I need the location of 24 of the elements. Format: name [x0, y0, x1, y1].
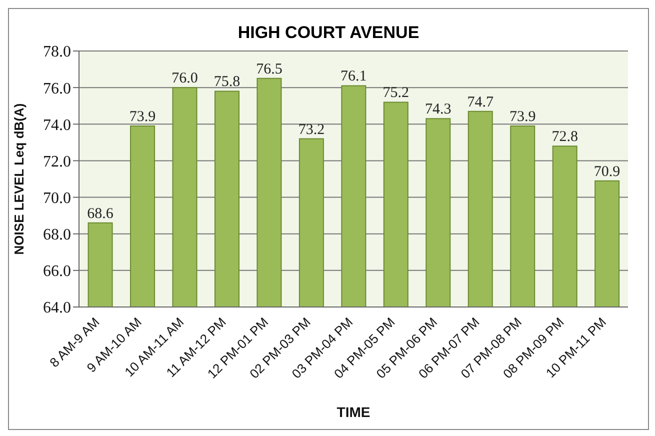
data-label: 68.6 [87, 206, 114, 222]
y-tick-label: 76.0 [43, 80, 71, 98]
data-label: 74.3 [425, 102, 452, 118]
data-label: 73.9 [509, 108, 536, 125]
data-label: 73.9 [129, 108, 156, 125]
y-axis-title: NOISE LEVEL Leq dB(A) [12, 103, 27, 255]
y-tick-label: 70.0 [43, 190, 71, 207]
y-tick-label: 64.0 [43, 300, 71, 317]
data-label: 76.1 [340, 68, 367, 85]
data-label: 76.5 [256, 61, 282, 78]
y-tick-label: 66.0 [43, 263, 71, 280]
y-tick-label: 74.0 [43, 116, 71, 134]
x-axis-title: TIME [336, 404, 370, 420]
y-tick-label: 78.0 [43, 44, 71, 61]
data-label: 75.2 [382, 85, 410, 102]
y-tick-label: 72.0 [43, 153, 71, 170]
data-label: 76.0 [172, 70, 198, 87]
data-label: 75.8 [214, 74, 240, 90]
data-label: 72.8 [552, 129, 578, 146]
y-tick-label: 68.0 [43, 226, 71, 244]
chart-title: HIGH COURT AVENUE [236, 23, 420, 43]
data-label: 73.2 [298, 122, 325, 138]
data-label: 70.9 [594, 164, 620, 180]
data-label: 74.7 [467, 94, 494, 110]
